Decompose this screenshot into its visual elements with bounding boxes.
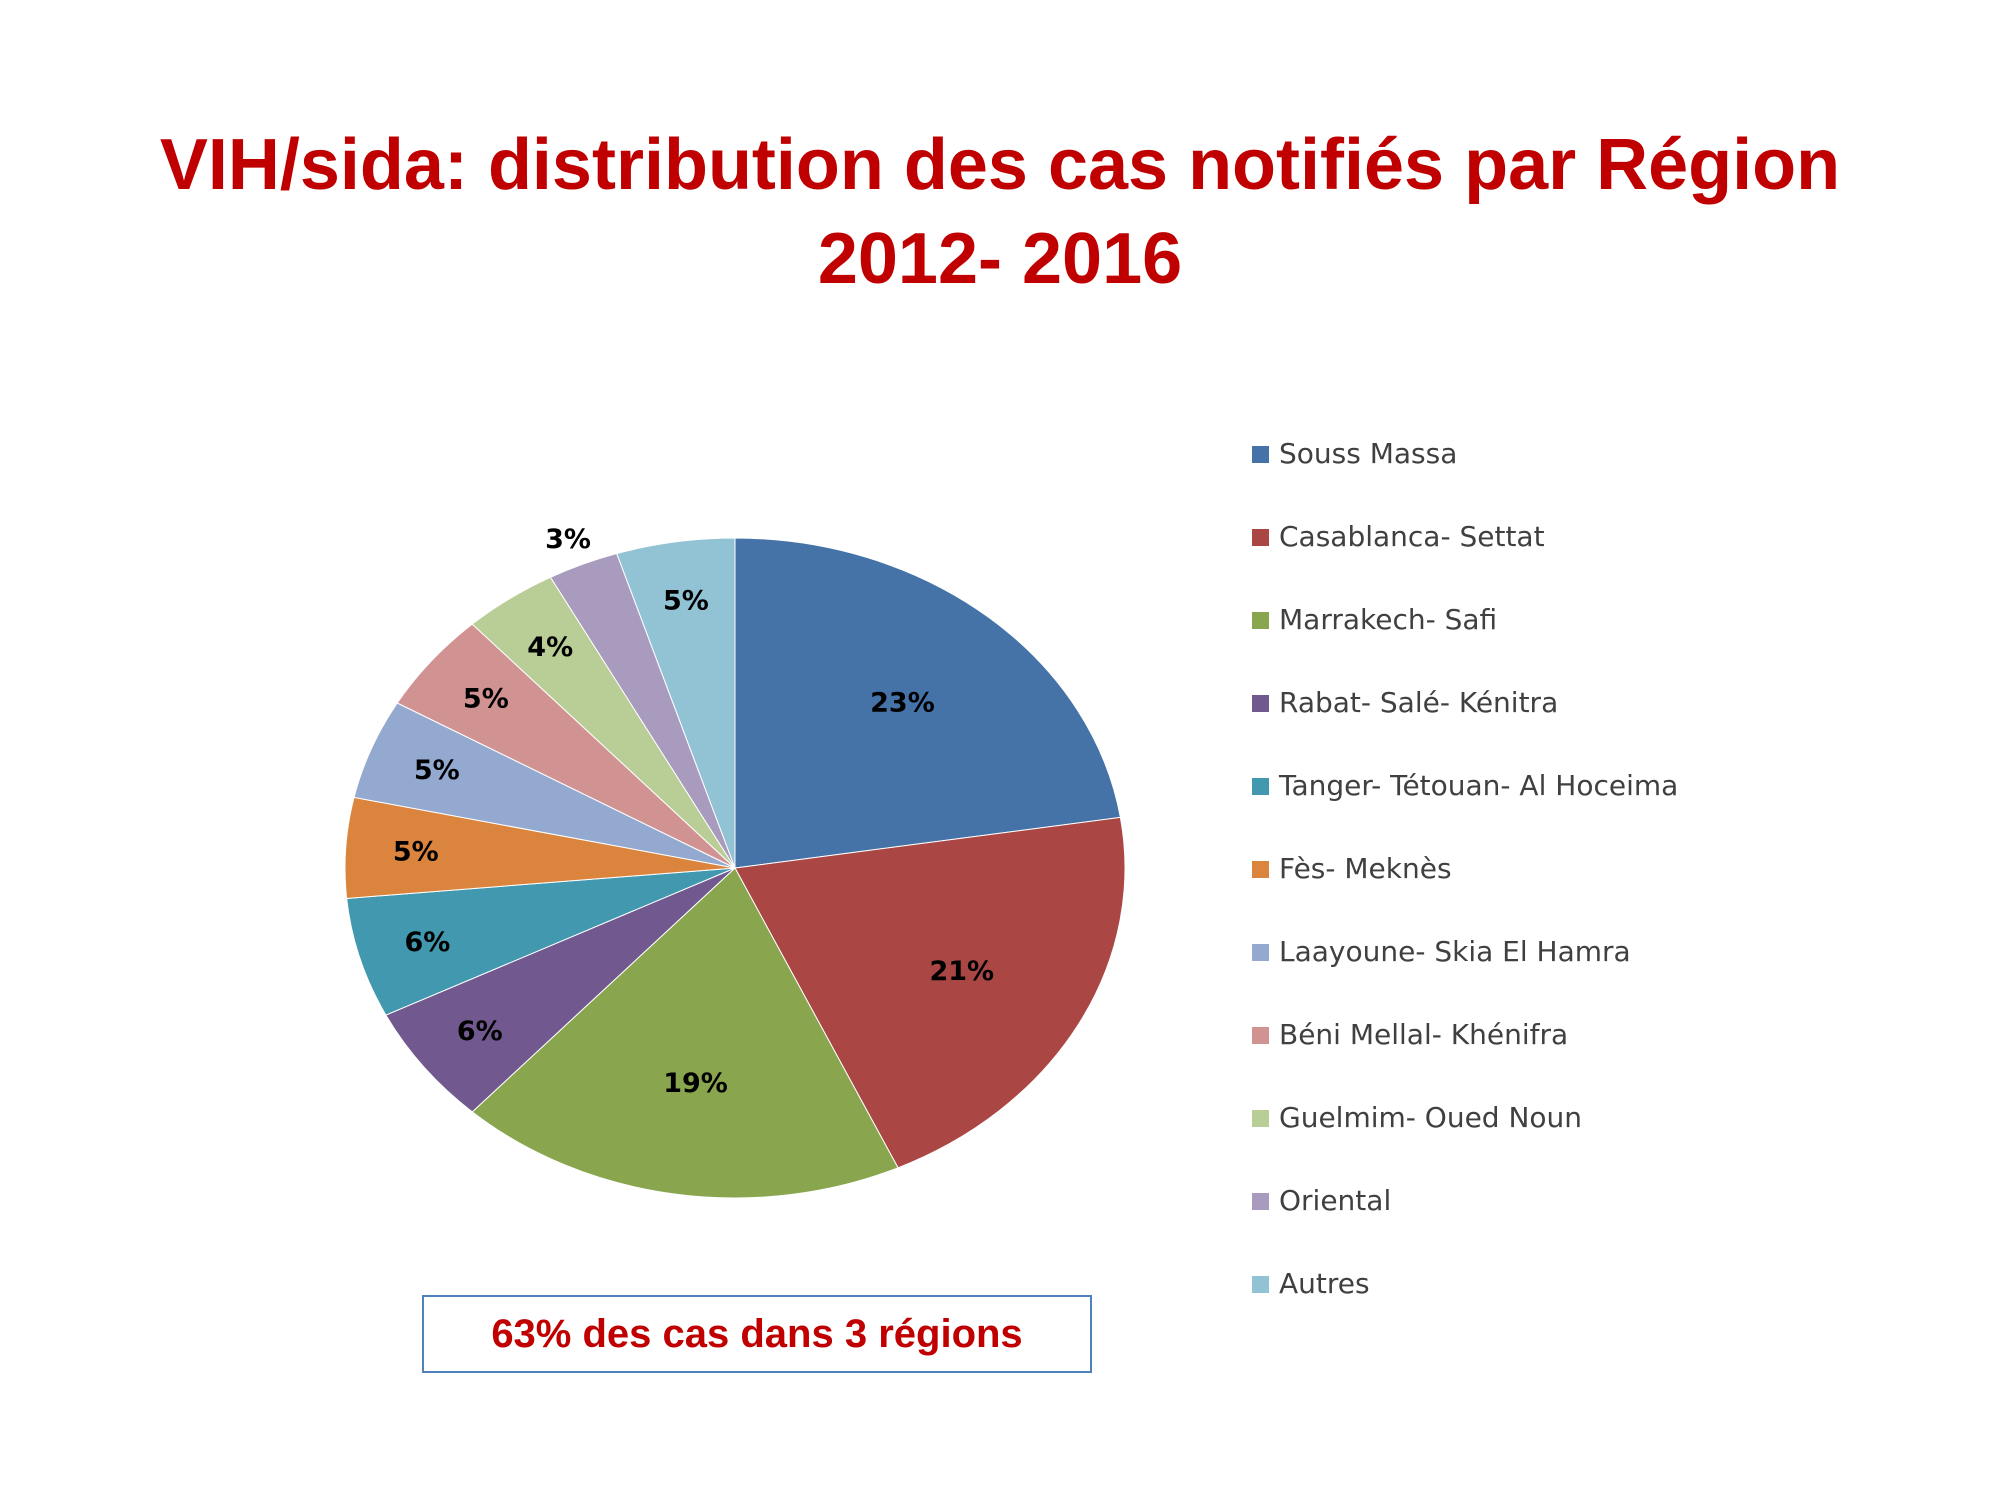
legend-item: Marrakech- Safi (1252, 598, 1952, 681)
slice-label-10: 3% (545, 524, 591, 555)
slice-label-5: 6% (404, 927, 450, 958)
legend-item: Laayoune- Skia El Hamra (1252, 930, 1952, 1013)
legend-label: Oriental (1279, 1184, 1392, 1217)
pie-labels: 23% 21% 19% 6% 6% 5% 5% 5% 4% 3% 5% (393, 524, 994, 1099)
legend-swatch (1252, 446, 1269, 463)
legend-swatch (1252, 695, 1269, 712)
page-title: VIH/sida: distribution des cas notifiés … (0, 118, 2000, 306)
slice-label-2: 21% (929, 956, 994, 987)
legend-label: Marrakech- Safi (1279, 603, 1498, 636)
pie-slice-4 (385, 867, 736, 1113)
legend-label: Autres (1279, 1267, 1370, 1300)
legend-swatch (1252, 1276, 1269, 1293)
slice-label-6: 5% (393, 836, 439, 867)
legend-item: Guelmim- Oued Noun (1252, 1096, 1952, 1179)
legend-swatch (1252, 1110, 1269, 1127)
legend-swatch (1252, 1193, 1269, 1210)
title-line-1: VIH/sida: distribution des cas notifiés … (159, 125, 1841, 205)
pie-slice-3 (471, 867, 899, 1199)
pie-slice-5 (346, 867, 736, 1016)
pie-slice-11 (616, 537, 736, 869)
slice-label-7: 5% (414, 755, 460, 786)
legend-label: Guelmim- Oued Noun (1279, 1101, 1583, 1134)
legend-item: Tanger- Tétouan- Al Hoceima (1252, 764, 1952, 847)
pie-slice-1 (734, 537, 1121, 869)
legend-swatch (1252, 1027, 1269, 1044)
legend-label: Rabat- Salé- Kénitra (1279, 686, 1559, 719)
legend-label: Souss Massa (1279, 437, 1458, 470)
title-line-2: 2012- 2016 (817, 219, 1183, 299)
legend-label: Casablanca- Settat (1279, 520, 1545, 553)
legend-item: Béni Mellal- Khénifra (1252, 1013, 1952, 1096)
legend-swatch (1252, 778, 1269, 795)
legend-swatch (1252, 612, 1269, 629)
pie-slices (344, 537, 1126, 1199)
legend-item: Casablanca- Settat (1252, 515, 1952, 598)
summary-callout: 63% des cas dans 3 régions (422, 1295, 1092, 1373)
slice-label-8: 5% (463, 683, 509, 714)
legend-item: Oriental (1252, 1179, 1952, 1262)
pie-slice-2 (734, 816, 1126, 1169)
legend-swatch (1252, 861, 1269, 878)
legend-label: Béni Mellal- Khénifra (1279, 1018, 1569, 1051)
legend-swatch (1252, 944, 1269, 961)
legend-label: Tanger- Tétouan- Al Hoceima (1279, 769, 1679, 802)
slice-label-9: 4% (527, 632, 573, 663)
slice-label-3: 19% (663, 1068, 728, 1099)
slice-label-1: 23% (870, 688, 935, 719)
chart-legend: Souss Massa Casablanca- Settat Marrakech- … (1252, 432, 1952, 1345)
slice-label-11: 5% (663, 586, 709, 617)
legend-item: Souss Massa (1252, 432, 1952, 515)
legend-swatch (1252, 529, 1269, 546)
legend-item: Autres (1252, 1262, 1952, 1345)
legend-label: Laayoune- Skia El Hamra (1279, 935, 1631, 968)
legend-item: Fès- Meknès (1252, 847, 1952, 930)
slice-label-4: 6% (457, 1016, 503, 1047)
legend-item: Rabat- Salé- Kénitra (1252, 681, 1952, 764)
legend-label: Fès- Meknès (1279, 852, 1452, 885)
